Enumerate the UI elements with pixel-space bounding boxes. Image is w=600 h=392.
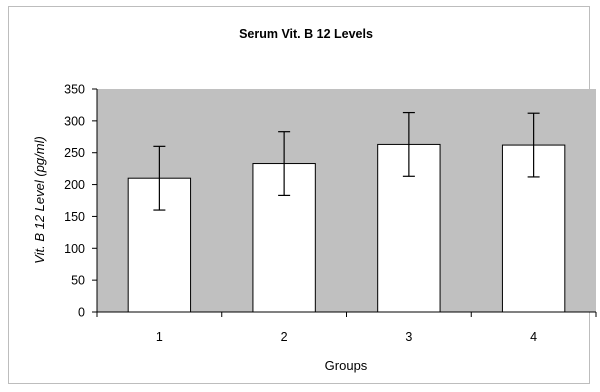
y-tick-label: 150 [64,210,85,224]
x-tick-label: 1 [156,330,163,344]
y-tick-label: 300 [64,114,85,128]
x-axis: 1 2 3 4 [96,311,597,344]
y-tick-label: 350 [64,83,85,97]
x-tick-label: 3 [405,330,412,344]
y-tick-label: 0 [78,306,85,320]
y-tick-label: 50 [71,274,85,288]
y-axis-title: Vit. B 12 Level (pg/ml) [32,136,47,264]
chart-title: Serum Vit. B 12 Levels [239,27,373,41]
y-axis: 0 50 100 150 200 250 300 350 [64,83,98,320]
y-tick-label: 200 [64,178,85,192]
x-tick-label: 4 [530,330,537,344]
x-axis-title: Groups [325,358,368,373]
y-tick-label: 250 [64,146,85,160]
x-tick-label: 2 [281,330,288,344]
bars [127,111,566,313]
y-tick-label: 100 [64,242,85,256]
